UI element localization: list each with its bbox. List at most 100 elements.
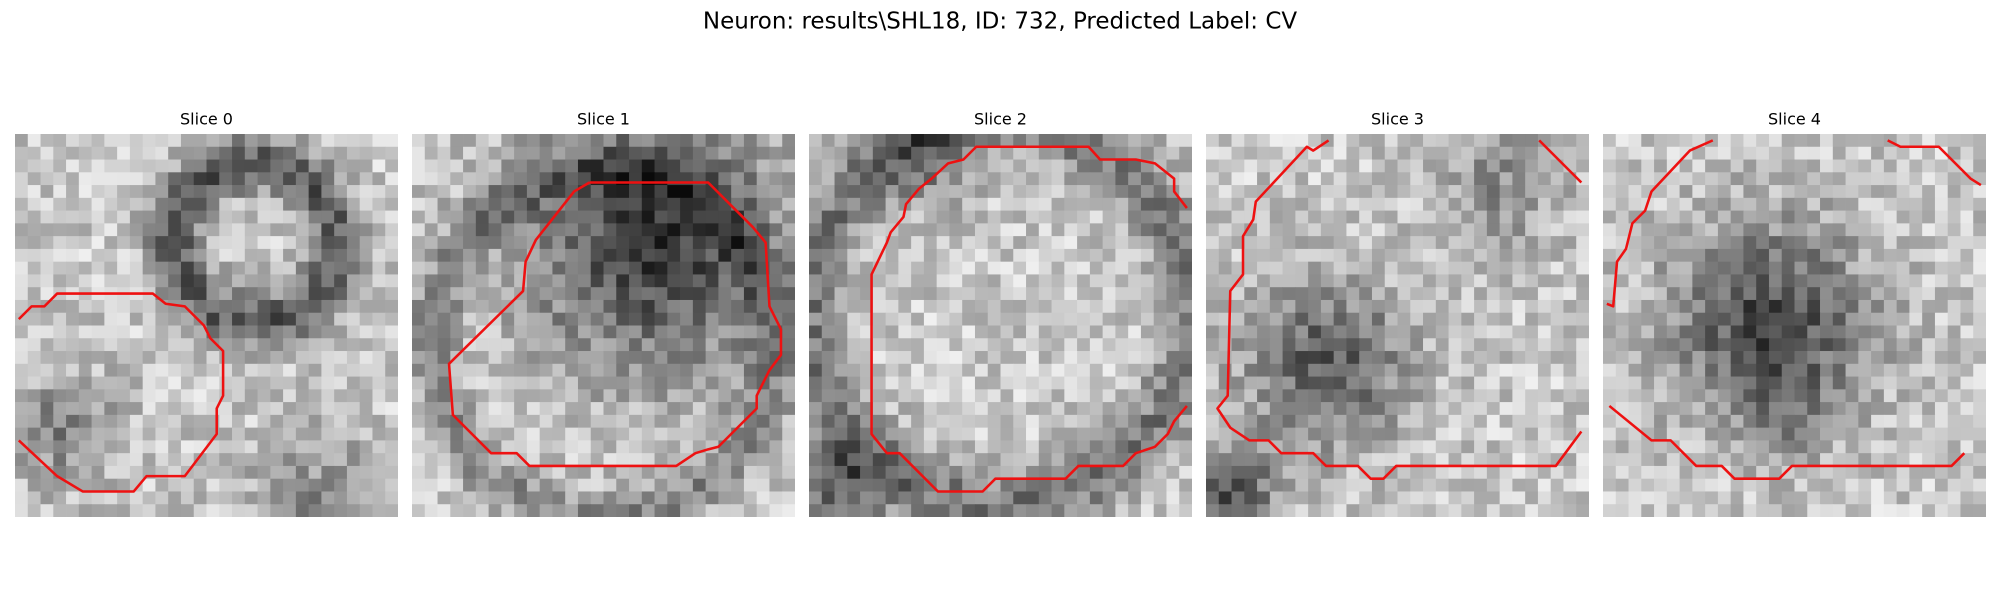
pixel — [1934, 440, 1949, 454]
pixel — [1179, 478, 1192, 492]
pixel — [1603, 325, 1617, 339]
pixel — [821, 172, 835, 186]
pixel — [936, 351, 950, 365]
pixel — [731, 491, 745, 505]
pixel — [1871, 402, 1885, 416]
pixel — [1206, 134, 1220, 148]
pixel — [1128, 159, 1142, 173]
pixel — [66, 146, 80, 160]
pixel — [385, 197, 398, 211]
pixel — [872, 210, 886, 224]
pixel — [1922, 146, 1936, 160]
pixel — [1820, 299, 1834, 314]
pixel — [641, 351, 655, 365]
pixel — [847, 389, 861, 403]
pixel — [1410, 248, 1424, 263]
pixel — [1832, 197, 1846, 211]
pixel — [193, 248, 207, 263]
pixel — [1295, 465, 1309, 480]
pixel — [53, 351, 67, 365]
pixel — [1000, 185, 1014, 199]
pixel — [834, 465, 848, 480]
pixel — [1140, 223, 1155, 237]
pixel — [346, 159, 361, 173]
pixel — [1153, 427, 1167, 441]
pixel — [962, 491, 976, 505]
pixel — [885, 274, 899, 288]
pixel — [437, 402, 451, 416]
pixel — [1705, 351, 1719, 365]
pixel — [603, 465, 617, 480]
pixel — [372, 402, 386, 416]
pixel — [1435, 185, 1449, 199]
pixel — [283, 351, 297, 365]
pixel — [1282, 427, 1296, 441]
pixel — [193, 351, 207, 365]
pixel — [1781, 325, 1795, 339]
pixel — [782, 338, 795, 352]
pixel — [1525, 325, 1539, 339]
pixel — [539, 504, 553, 517]
pixel — [1051, 376, 1065, 390]
pixel — [1756, 299, 1770, 314]
pixel — [577, 402, 592, 416]
pixel — [680, 351, 694, 365]
pixel — [1743, 248, 1757, 263]
pixel — [898, 325, 912, 339]
pixel — [193, 159, 207, 173]
pixel — [1537, 312, 1552, 326]
pixel — [1206, 261, 1220, 275]
pixel — [117, 134, 131, 148]
pixel — [1947, 491, 1961, 505]
pixel — [40, 325, 54, 339]
pixel — [1896, 465, 1910, 480]
pixel — [1845, 159, 1859, 173]
pixel — [1679, 363, 1693, 377]
pixel — [257, 414, 271, 429]
pixel — [53, 440, 67, 454]
pixel — [1576, 185, 1589, 199]
pixel — [117, 402, 131, 416]
pixel — [232, 465, 246, 480]
pixel — [1000, 440, 1014, 454]
pixel — [526, 338, 541, 352]
pixel — [321, 351, 335, 365]
pixel — [1858, 146, 1872, 160]
panel-title: Slice 4 — [1768, 110, 1821, 129]
pixel — [911, 376, 925, 390]
pixel — [641, 185, 655, 199]
pixel — [1474, 338, 1488, 352]
pixel — [1346, 287, 1360, 301]
pixel — [641, 478, 655, 492]
pixel — [1973, 465, 1986, 480]
pixel — [1244, 248, 1258, 263]
pixel — [1346, 146, 1360, 160]
pixel — [1896, 376, 1910, 390]
pixel — [1896, 325, 1910, 339]
pixel — [860, 146, 874, 160]
pixel — [1140, 491, 1155, 505]
pixel — [872, 389, 886, 403]
pixel — [1628, 453, 1642, 467]
pixel — [1115, 325, 1129, 339]
pixel — [1397, 351, 1411, 365]
pixel — [1807, 491, 1821, 505]
pixel — [692, 504, 707, 517]
pixel — [809, 440, 823, 454]
pixel — [731, 312, 745, 326]
pixel — [834, 453, 848, 467]
pixel — [1013, 236, 1027, 250]
pixel — [1896, 338, 1910, 352]
pixel — [705, 465, 719, 480]
pixel — [809, 312, 823, 326]
pixel — [1435, 453, 1449, 467]
pixel — [501, 414, 515, 429]
pixel — [1013, 134, 1027, 148]
pixel — [219, 427, 233, 441]
pixel — [1474, 478, 1488, 492]
pixel — [911, 325, 925, 339]
pixel — [15, 414, 29, 429]
pixel — [1295, 351, 1309, 365]
pixel — [1743, 504, 1757, 517]
